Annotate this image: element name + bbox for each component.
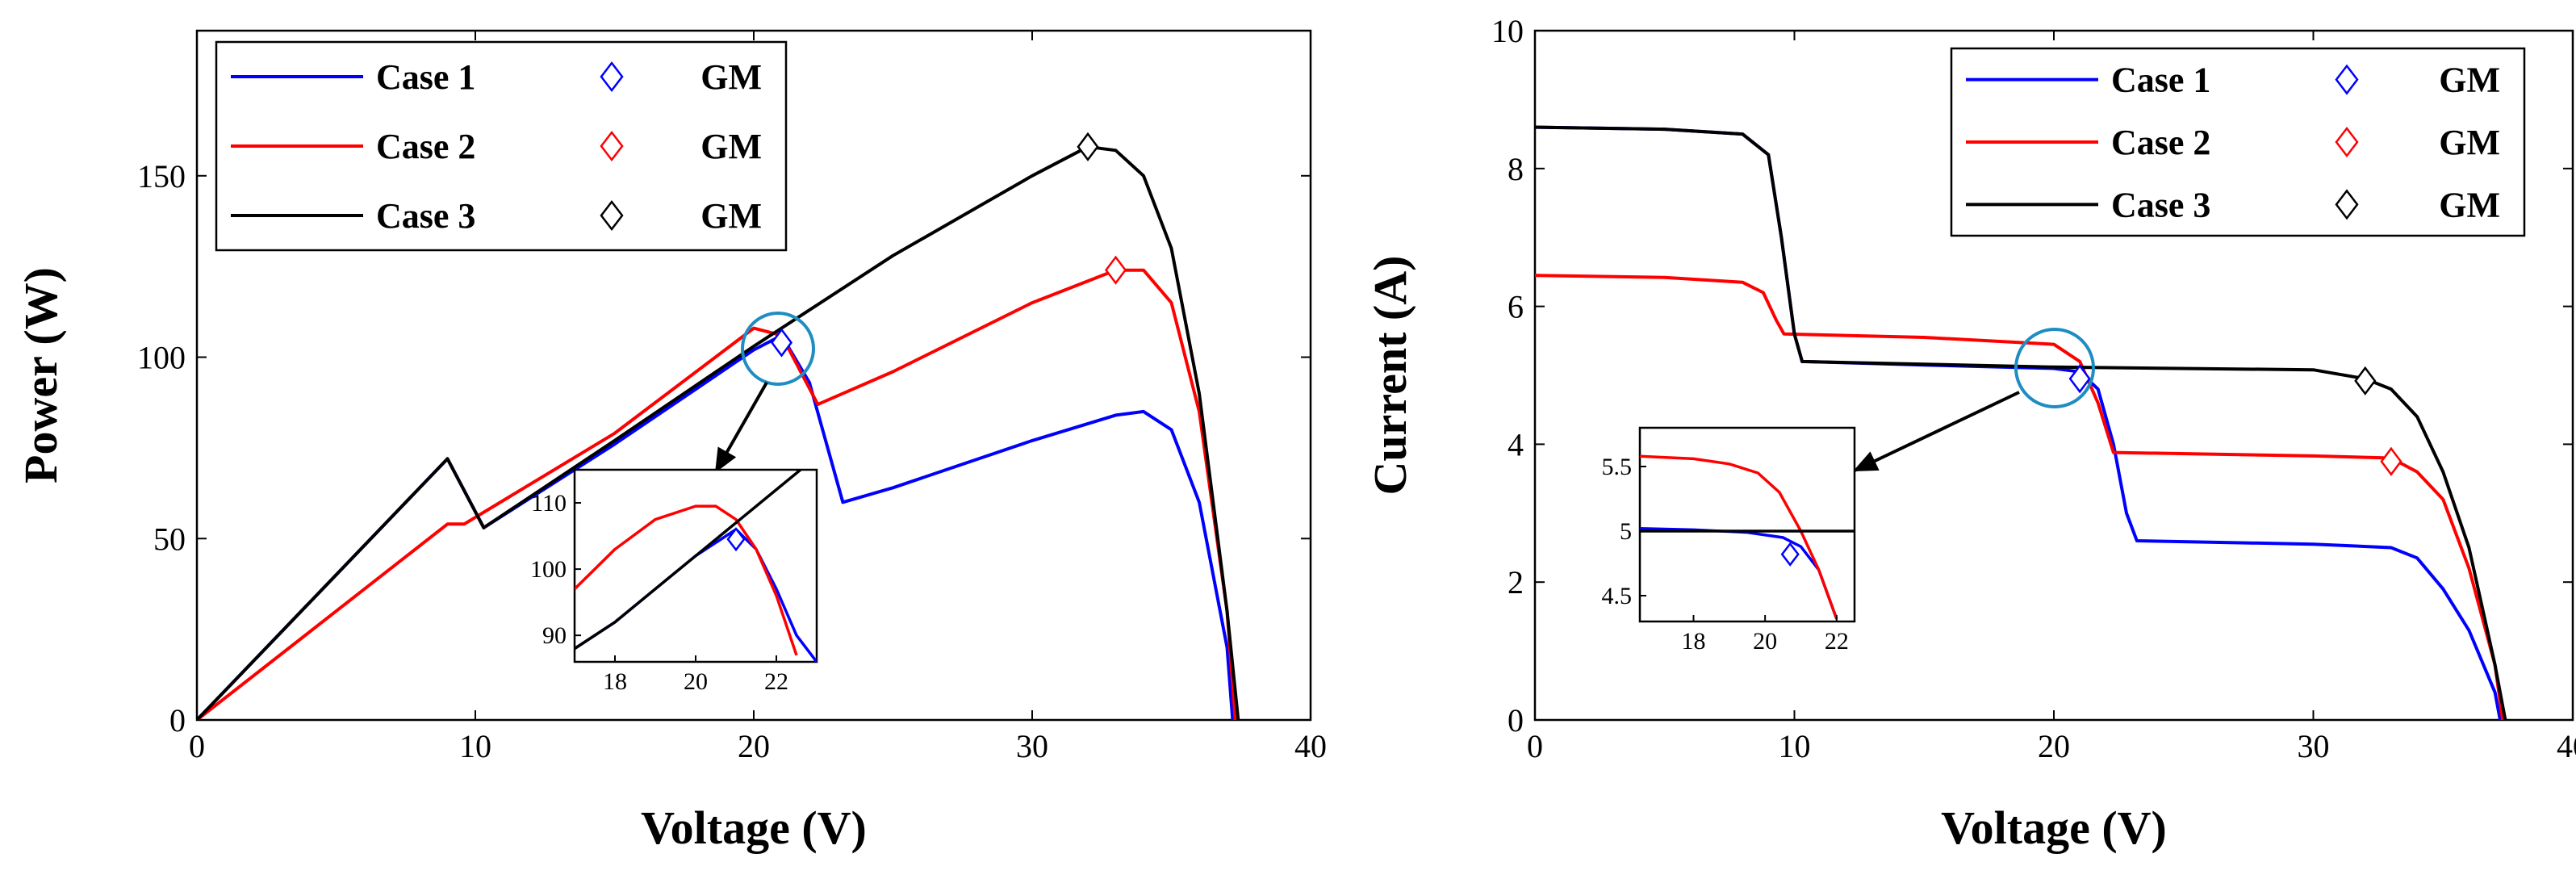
x-axis-label: Voltage (V) xyxy=(641,801,867,854)
y-tick-label: 4 xyxy=(1508,426,1524,462)
series-group xyxy=(197,132,1240,720)
zoom-arrow-head xyxy=(1853,451,1880,471)
inset-y-tick-label: 90 xyxy=(542,622,567,649)
gm-marker-case-3 xyxy=(1077,132,1099,161)
series-line-case-2 xyxy=(197,268,1237,720)
gm-marker-case-3 xyxy=(2354,366,2377,395)
inset-x-tick-label: 20 xyxy=(684,668,708,695)
y-tick-label: 0 xyxy=(169,702,186,739)
inset-gm-marker xyxy=(726,527,746,552)
inset-x-tick-label: 22 xyxy=(1825,628,1849,655)
legend-gm-label: GM xyxy=(2439,61,2500,100)
legend-label: Case 1 xyxy=(2111,61,2210,100)
legend-gm-marker xyxy=(2335,64,2359,95)
legend-gm-marker xyxy=(600,130,624,162)
x-tick-label: 10 xyxy=(459,728,491,764)
inset-x-tick-label: 20 xyxy=(1753,628,1777,655)
gm-marker-case-2 xyxy=(1104,255,1127,285)
inset-series-group xyxy=(1640,454,1855,620)
zoom-highlight-circle xyxy=(2014,328,2095,408)
x-tick-label: 40 xyxy=(1294,728,1327,764)
legend-gm-marker xyxy=(2335,189,2359,220)
x-tick-label: 0 xyxy=(1527,728,1543,764)
x-axis-label: Voltage (V) xyxy=(1941,801,2167,854)
series-group xyxy=(1535,125,2507,720)
legend-gm-marker xyxy=(600,61,624,93)
inset-line-case-2 xyxy=(1640,454,1838,620)
inset-y-tick-label: 5.5 xyxy=(1602,454,1633,480)
inset-y-tick-label: 110 xyxy=(531,490,567,517)
y-tick-label: 10 xyxy=(1491,13,1524,49)
inset-x-tick-label: 18 xyxy=(1682,628,1706,655)
y-tick-label: 100 xyxy=(137,340,186,376)
zoom-highlight-circle xyxy=(741,312,815,386)
gm-marker-case-1 xyxy=(770,328,793,358)
legend-label: Case 3 xyxy=(2111,185,2210,224)
inset-gm-marker xyxy=(1780,542,1800,567)
x-tick-label: 0 xyxy=(189,728,205,764)
y-tick-label: 6 xyxy=(1508,289,1524,325)
legend-gm-label: GM xyxy=(700,196,762,236)
legend-gm-label: GM xyxy=(700,57,762,97)
legend-label: Case 2 xyxy=(376,127,475,166)
x-tick-label: 20 xyxy=(2038,728,2070,764)
legend-gm-label: GM xyxy=(700,127,762,166)
legend-gm-label: GM xyxy=(2439,123,2500,162)
x-tick-label: 40 xyxy=(2557,728,2576,764)
y-tick-label: 50 xyxy=(153,521,186,557)
current-voltage-chart: 0 10 20 30 40 0 2 4 6 8 10 Voltage (V) Current (A) 18… xyxy=(1364,13,2576,854)
inset-y-tick-label: 100 xyxy=(530,556,567,583)
inset-series-group xyxy=(575,470,817,662)
inset-line-case-2 xyxy=(575,504,798,656)
legend-gm-marker xyxy=(600,199,624,232)
inset-x-tick-label: 22 xyxy=(764,668,788,695)
legend-label: Case 1 xyxy=(376,57,475,97)
x-tick-label: 10 xyxy=(1779,728,1811,764)
legend-gm-label: GM xyxy=(2439,185,2500,224)
series-line-case-3 xyxy=(197,144,1240,720)
zoom-arrow-line xyxy=(1852,391,2020,473)
y-axis-label: Power (W) xyxy=(15,267,67,483)
inset-y-tick-label: 4.5 xyxy=(1602,583,1633,609)
series-line-case-3 xyxy=(1535,125,2507,720)
x-tick-label: 30 xyxy=(1016,728,1048,764)
inset-x-tick-label: 18 xyxy=(603,668,627,695)
gm-marker-case-1 xyxy=(2068,364,2091,394)
power-voltage-chart: 0 10 20 30 40 0 50 100 150 Voltage (V) Power (W) 18… xyxy=(15,29,1327,854)
legend-label: Case 3 xyxy=(376,196,475,236)
inset-y-tick-label: 5 xyxy=(1620,518,1632,545)
y-tick-label: 150 xyxy=(137,158,186,195)
series-line-case-2 xyxy=(1535,274,2505,720)
y-tick-label: 0 xyxy=(1508,702,1524,739)
gm-marker-case-2 xyxy=(2380,446,2402,476)
y-axis-label: Current (A) xyxy=(1364,256,1416,496)
x-tick-label: 30 xyxy=(2298,728,2330,764)
y-tick-label: 8 xyxy=(1508,151,1524,187)
legend-label: Case 2 xyxy=(2111,123,2210,162)
x-tick-label: 20 xyxy=(738,728,770,764)
y-tick-label: 2 xyxy=(1508,564,1524,601)
inset-plot-area xyxy=(1638,426,1856,623)
inset-plot-area xyxy=(573,468,818,663)
inset-line-case-3 xyxy=(575,470,803,651)
zoom-arrow-head xyxy=(715,446,737,473)
legend-gm-marker xyxy=(2335,126,2359,158)
